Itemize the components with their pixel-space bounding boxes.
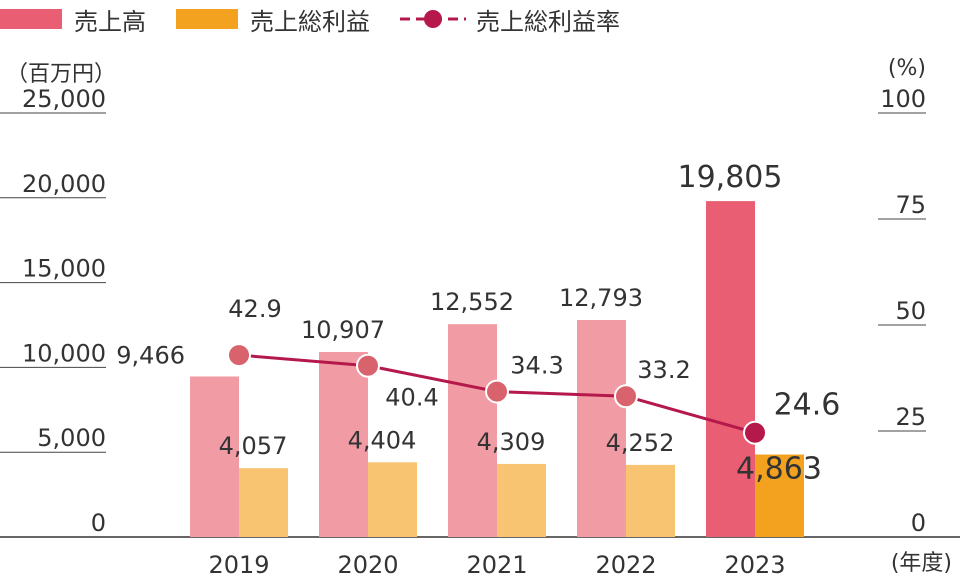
legend-label-sales: 売上高 (74, 7, 146, 36)
gross-profit-bar (755, 454, 804, 537)
gross-profit-bar (239, 468, 288, 537)
margin-marker (485, 379, 509, 404)
margin-data-label: 34.3 (510, 352, 563, 380)
legend-item-margin: 売上総利益率 (400, 2, 620, 37)
left-axis-tick-label: 0 (91, 509, 106, 537)
sales-bar (706, 201, 755, 538)
legend-label-margin: 売上総利益率 (476, 7, 620, 36)
gross-profit-data-label: 4,057 (219, 432, 288, 460)
right-axis-tick-label: 0 (911, 509, 926, 537)
margin-data-label: 42.9 (228, 295, 281, 323)
right-axis-unit: (%) (887, 56, 926, 81)
margin-data-label: 40.4 (385, 384, 438, 412)
margin-marker (743, 420, 767, 445)
legend-item-sales: 売上高 (0, 2, 146, 37)
right-axis-tick-label: 100 (880, 85, 926, 113)
left-axis-tick-label: 5,000 (37, 424, 106, 452)
sales-data-label: 19,805 (678, 160, 783, 195)
legend-item-gross-profit: 売上総利益 (176, 2, 370, 37)
right-axis-tick-label: 75 (895, 191, 926, 219)
margin-data-label: 33.2 (637, 356, 690, 384)
margin-marker (356, 353, 380, 378)
x-axis-tick-label: 2023 (724, 551, 785, 576)
margin-data-label: 24.6 (774, 388, 841, 423)
margin-marker (614, 384, 638, 409)
x-axis-tick-label: 2020 (337, 551, 398, 576)
x-axis-tick-label: 2019 (208, 551, 269, 576)
legend-swatch-sales (0, 9, 62, 29)
sales-data-label: 10,907 (301, 316, 385, 344)
left-axis-tick-label: 15,000 (22, 255, 106, 283)
x-axis-tick-label: 2022 (595, 551, 656, 576)
sales-bar (190, 376, 239, 537)
legend: 売上高 売上総利益 売上総利益率 (0, 2, 650, 36)
sales-data-label: 12,793 (559, 284, 643, 312)
legend-swatch-gross-profit (176, 9, 238, 29)
x-axis-tick-label: 2021 (466, 551, 527, 576)
gross-profit-data-label: 4,309 (477, 428, 546, 456)
legend-line-marker-icon (400, 9, 466, 29)
sales-bar (577, 320, 626, 537)
right-axis-tick-label: 25 (895, 403, 926, 431)
left-axis-unit: （百万円） (6, 62, 117, 87)
gross-profit-data-label: 4,863 (736, 452, 822, 487)
gross-profit-data-label: 4,404 (348, 426, 417, 454)
margin-marker (227, 343, 251, 368)
x-axis-unit: (年度) (890, 551, 952, 576)
sales-bar (319, 352, 368, 537)
gross-profit-bar (626, 464, 675, 537)
sales-data-label: 9,466 (116, 341, 185, 369)
gross-profit-bar (368, 462, 417, 537)
legend-label-gross-profit: 売上総利益 (250, 7, 370, 36)
gross-profit-bar (497, 463, 546, 537)
gross-profit-data-label: 4,252 (606, 429, 675, 457)
right-axis-tick-label: 50 (895, 297, 926, 325)
sales-bar (448, 324, 497, 537)
sales-data-label: 12,552 (430, 288, 514, 316)
left-axis-tick-label: 10,000 (22, 339, 106, 367)
left-axis-tick-label: 20,000 (22, 170, 106, 198)
left-axis-tick-label: 25,000 (22, 85, 106, 113)
